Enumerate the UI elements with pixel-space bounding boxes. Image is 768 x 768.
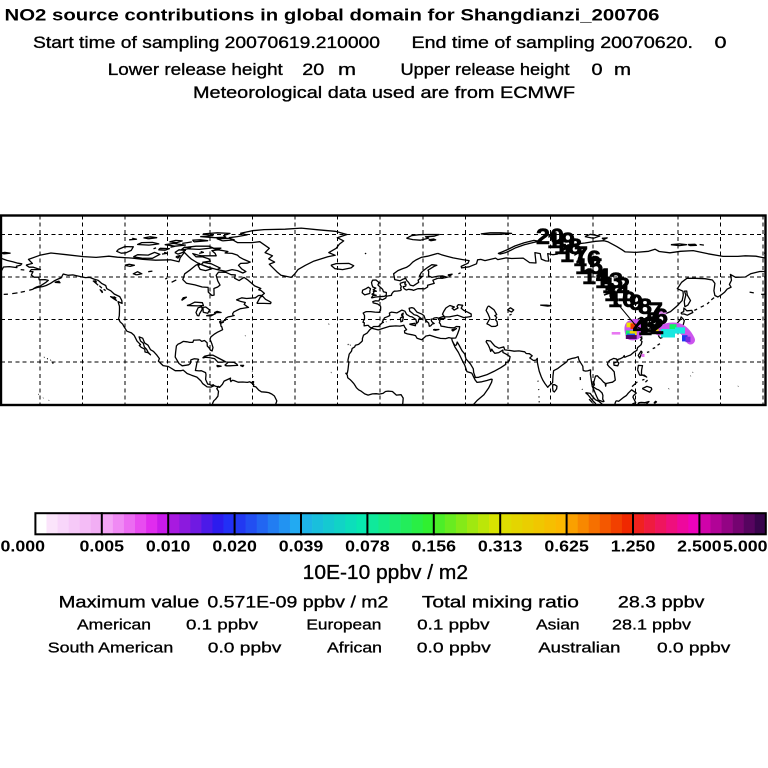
svg-text:9: 9 xyxy=(629,290,643,315)
svg-text:2: 2 xyxy=(650,314,664,339)
svg-text:0.0 ppbv: 0.0 ppbv xyxy=(657,641,731,657)
svg-text:Maximum value: Maximum value xyxy=(59,593,200,612)
svg-text:3: 3 xyxy=(643,312,657,337)
svg-text:0.078: 0.078 xyxy=(345,539,390,556)
svg-text:0.571E-09 ppbv / m2: 0.571E-09 ppbv / m2 xyxy=(207,593,388,612)
svg-text:1: 1 xyxy=(638,315,652,340)
svg-text:0.0 ppbv: 0.0 ppbv xyxy=(417,641,492,657)
svg-text:28.1 ppbv: 28.1 ppbv xyxy=(612,618,692,634)
svg-text:5: 5 xyxy=(646,308,660,333)
svg-text:20: 20 xyxy=(302,60,324,79)
svg-text:10: 10 xyxy=(608,287,636,312)
svg-text:Upper release height: Upper release height xyxy=(401,60,570,79)
svg-text:13: 13 xyxy=(595,268,623,293)
svg-text:1.250: 1.250 xyxy=(611,539,656,556)
svg-text:0.1 ppbv: 0.1 ppbv xyxy=(186,618,259,634)
svg-text:0.1 ppbv: 0.1 ppbv xyxy=(417,618,490,634)
svg-text:20: 20 xyxy=(536,224,564,249)
svg-text:NO2 source contributions in gl: NO2 source contributions in global domai… xyxy=(5,5,660,24)
svg-text:12: 12 xyxy=(602,273,630,298)
svg-text:0.625: 0.625 xyxy=(544,539,589,556)
svg-text:Asian: Asian xyxy=(536,618,580,634)
svg-text:2.500: 2.500 xyxy=(677,539,722,556)
svg-text:17: 17 xyxy=(560,242,588,267)
svg-text:0.0 ppbv: 0.0 ppbv xyxy=(208,641,283,657)
svg-text:End time of sampling 20070620.: End time of sampling 20070620. xyxy=(412,33,694,52)
svg-text:Australian: Australian xyxy=(538,641,620,657)
svg-text:Start time of sampling 2007061: Start time of sampling 20070619.210000 xyxy=(33,33,380,52)
svg-text:Lower release height: Lower release height xyxy=(108,60,283,79)
svg-text:10E-10 ppbv / m2: 10E-10 ppbv / m2 xyxy=(303,562,468,584)
svg-text:28.3 ppbv: 28.3 ppbv xyxy=(618,593,705,612)
svg-text:0.039: 0.039 xyxy=(279,539,324,556)
svg-text:0.010: 0.010 xyxy=(146,539,191,556)
svg-text:14: 14 xyxy=(582,264,611,289)
svg-text:0: 0 xyxy=(592,60,603,79)
svg-text:0.156: 0.156 xyxy=(412,539,457,556)
svg-text:18: 18 xyxy=(554,234,582,259)
svg-text:15: 15 xyxy=(575,254,603,279)
svg-text:6: 6 xyxy=(654,304,668,329)
svg-text:4: 4 xyxy=(633,314,648,339)
svg-text:0.005: 0.005 xyxy=(80,539,125,556)
svg-text:0: 0 xyxy=(715,33,727,52)
svg-text:16: 16 xyxy=(573,246,601,271)
svg-text:8: 8 xyxy=(638,294,652,319)
svg-text:0.020: 0.020 xyxy=(212,539,257,556)
svg-text:American: American xyxy=(77,618,151,634)
svg-text:11: 11 xyxy=(604,281,632,306)
svg-text:South American: South American xyxy=(48,641,173,657)
svg-text:5.000: 5.000 xyxy=(723,539,768,556)
svg-text:African: African xyxy=(327,641,382,657)
svg-text:m: m xyxy=(338,60,356,79)
svg-text:Total mixing ratio: Total mixing ratio xyxy=(422,593,579,612)
svg-text:m: m xyxy=(614,60,631,79)
svg-text:19: 19 xyxy=(547,228,575,253)
svg-text:0.313: 0.313 xyxy=(478,539,523,556)
svg-text:0.000: 0.000 xyxy=(1,539,46,556)
svg-text:European: European xyxy=(306,618,381,634)
svg-text:7: 7 xyxy=(649,298,663,323)
svg-text:Meteorological data used are f: Meteorological data used are from ECMWF xyxy=(193,83,575,102)
